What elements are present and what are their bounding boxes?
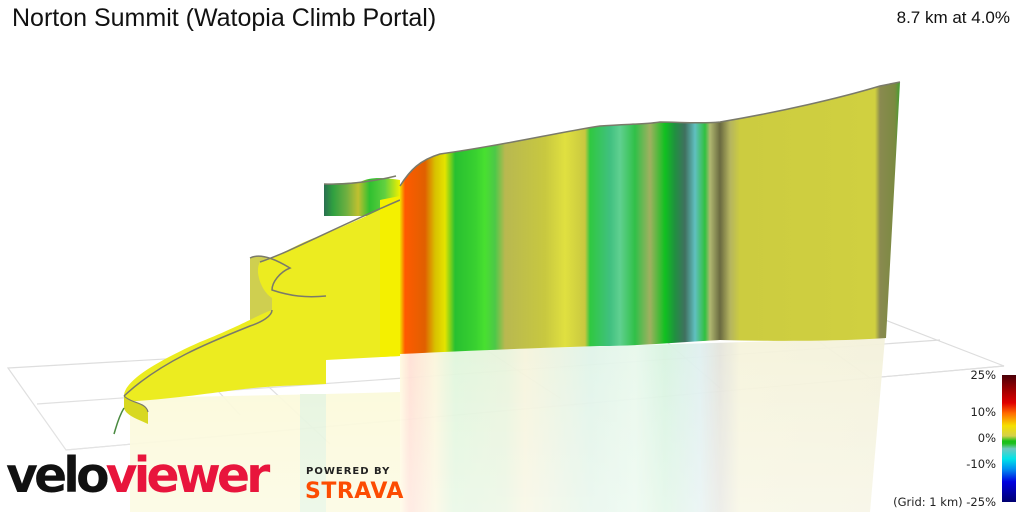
legend-label-0: 0% bbox=[977, 431, 996, 445]
veloviewer-logo[interactable]: veloviewer bbox=[6, 446, 271, 506]
logo-text-velo: velo bbox=[6, 447, 110, 504]
profile-wall-main bbox=[399, 81, 901, 354]
page-title: Norton Summit (Watopia Climb Portal) bbox=[12, 4, 437, 32]
legend-label-minus25: (Grid: 1 km) -25% bbox=[893, 495, 996, 509]
legend-label-10: 10% bbox=[970, 405, 996, 419]
legend-label-minus10: -10% bbox=[966, 457, 996, 471]
profile-wall-switchbacks bbox=[113, 196, 401, 435]
powered-by-label: POWERED BY bbox=[306, 466, 391, 477]
gradient-legend: 25% 10% 0% -10% (Grid: 1 km) -25% bbox=[796, 0, 996, 512]
gradient-colorbar bbox=[1002, 375, 1016, 502]
legend-label-25: 25% bbox=[970, 368, 996, 382]
logo-text-viewer: viewer bbox=[105, 447, 271, 504]
profile-reflection bbox=[0, 338, 1024, 512]
climb-stats: 8.7 km at 4.0% bbox=[896, 8, 1010, 27]
strava-logo[interactable]: STRAVA bbox=[305, 479, 404, 504]
